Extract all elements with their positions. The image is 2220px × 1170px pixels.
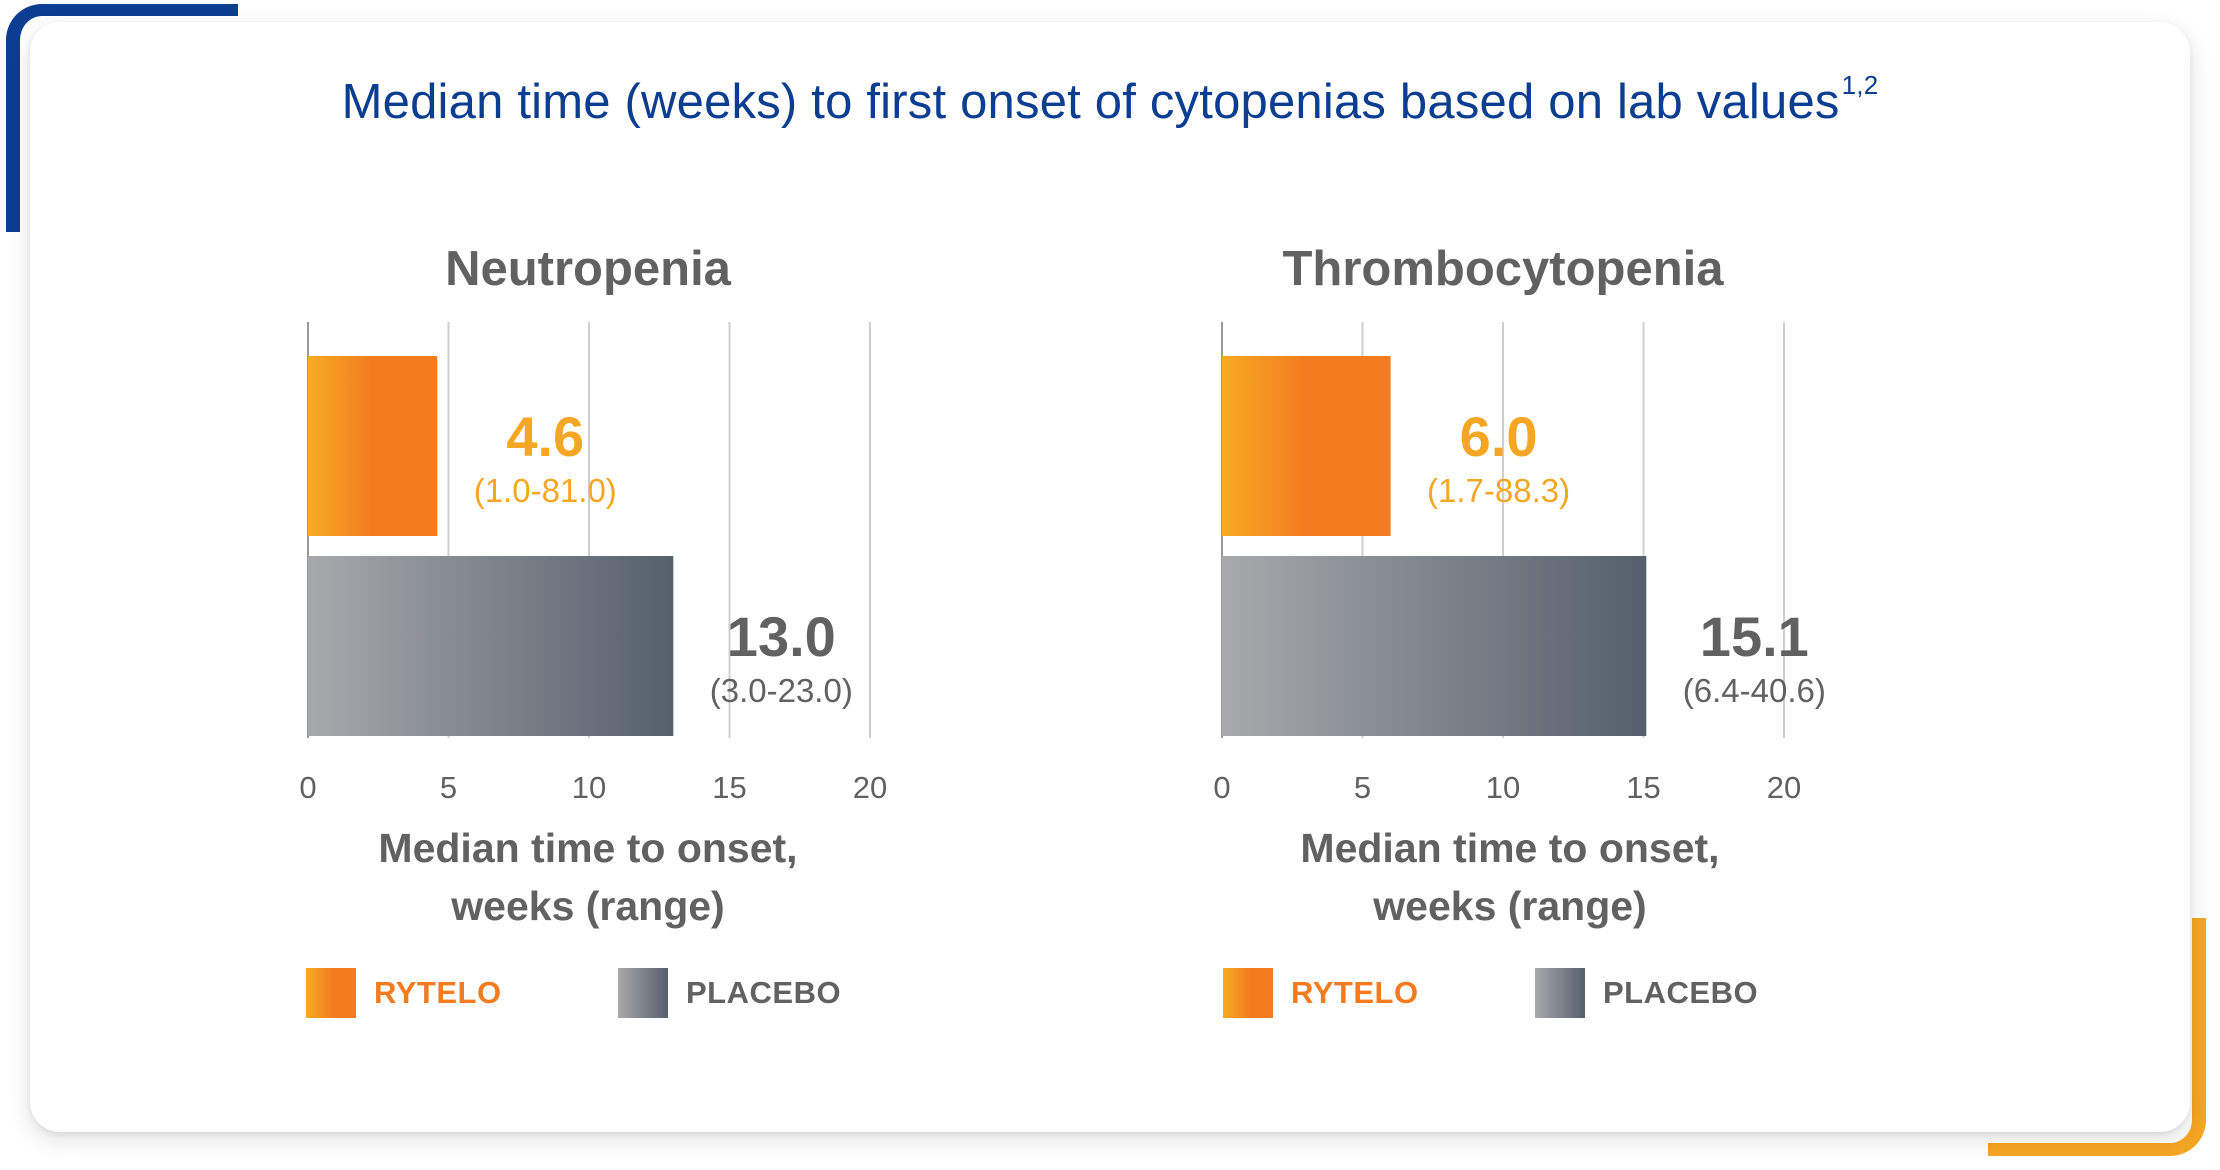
x-axis-label: Median time to onset, — [1300, 825, 1719, 871]
bar-rytelo — [308, 356, 438, 536]
legend-item-placebo: PLACEBO — [618, 968, 841, 1018]
x-tick-label: 20 — [1767, 770, 1801, 805]
legend-swatch-rytelo — [1223, 968, 1273, 1018]
legend-item-placebo: PLACEBO — [1535, 968, 1758, 1018]
value-label-placebo: 15.1 — [1700, 605, 1809, 668]
title-text: Median time (weeks) to first onset of cy… — [341, 75, 1840, 129]
range-label-placebo: (3.0-23.0) — [710, 672, 853, 709]
x-tick-label: 0 — [1213, 770, 1230, 805]
legend-swatch-rytelo — [306, 968, 356, 1018]
range-label-placebo: (6.4-40.6) — [1683, 672, 1826, 709]
bar-placebo — [308, 556, 674, 736]
legend-label-placebo: PLACEBO — [686, 975, 842, 1010]
bottom-right-accent-frame — [1988, 918, 2206, 1156]
x-tick-label: 0 — [299, 770, 316, 805]
legend-label-rytelo: RYTELO — [1291, 975, 1419, 1010]
chart-title: Thrombocytopenia — [1282, 242, 1724, 296]
bar-rytelo — [1222, 356, 1391, 536]
legend-swatch-placebo — [1535, 968, 1585, 1018]
x-tick-label: 10 — [572, 770, 606, 805]
x-tick-label: 15 — [712, 770, 746, 805]
x-tick-label: 10 — [1486, 770, 1520, 805]
x-tick-label: 5 — [440, 770, 457, 805]
x-tick-label: 15 — [1626, 770, 1660, 805]
range-label-rytelo: (1.0-81.0) — [474, 472, 617, 509]
value-label-placebo: 13.0 — [727, 605, 836, 668]
title-superscript: 1,2 — [1841, 70, 1879, 100]
value-label-rytelo: 4.6 — [506, 405, 584, 468]
legend-swatch-placebo — [618, 968, 668, 1018]
bar-placebo — [1222, 556, 1647, 736]
x-axis-label: weeks (range) — [450, 883, 724, 929]
top-left-accent-frame — [6, 4, 238, 232]
x-tick-label: 5 — [1354, 770, 1371, 805]
chart-title: Neutropenia — [445, 242, 732, 296]
legend-item-rytelo: RYTELO — [306, 968, 502, 1018]
value-label-rytelo: 6.0 — [1460, 405, 1538, 468]
range-label-rytelo: (1.7-88.3) — [1427, 472, 1570, 509]
x-axis-label: weeks (range) — [1372, 883, 1646, 929]
legend-label-placebo: PLACEBO — [1603, 975, 1759, 1010]
legend-label-rytelo: RYTELO — [374, 975, 502, 1010]
page-title: Median time (weeks) to first onset of cy… — [0, 70, 2220, 130]
x-tick-label: 20 — [853, 770, 887, 805]
x-axis-label: Median time to onset, — [378, 825, 797, 871]
legend-item-rytelo: RYTELO — [1223, 968, 1419, 1018]
